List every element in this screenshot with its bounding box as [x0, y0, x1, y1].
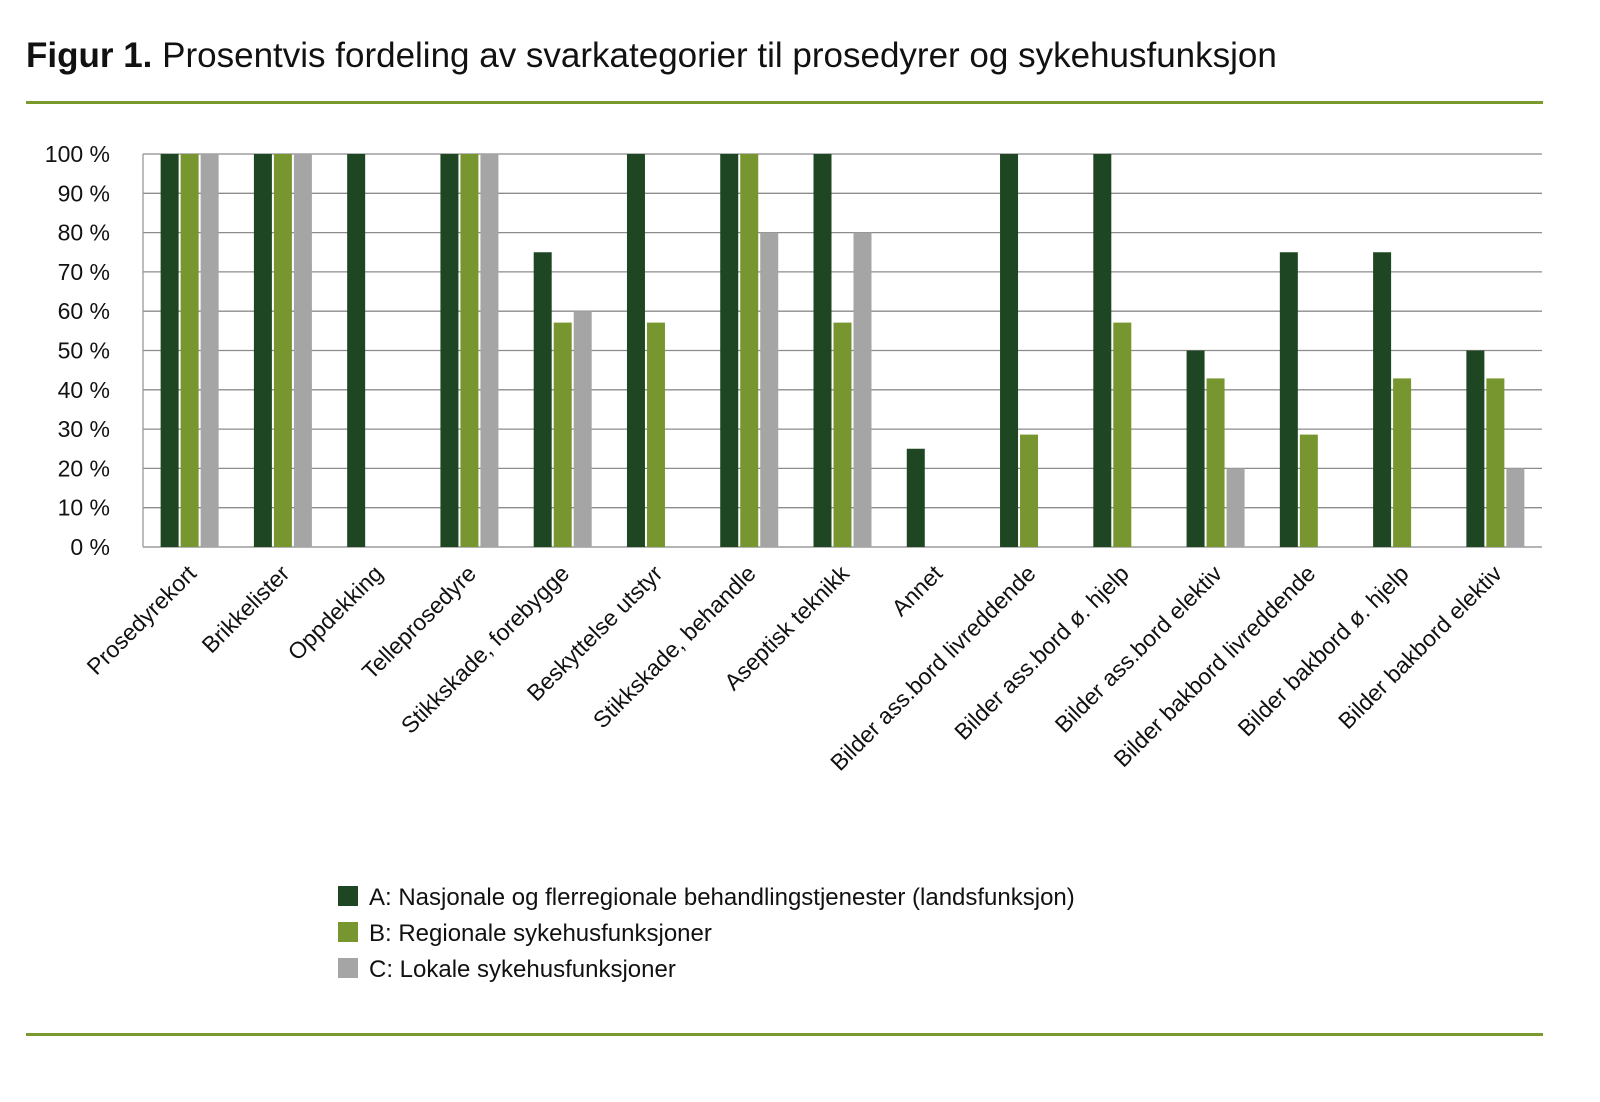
bar-b	[460, 154, 479, 547]
bar-c	[760, 232, 779, 547]
bar-b	[1020, 434, 1039, 547]
y-tick-label: 30 %	[58, 416, 110, 442]
y-tick-label: 50 %	[58, 338, 110, 364]
bar-a	[1279, 252, 1298, 547]
y-tick-label: 10 %	[58, 495, 110, 521]
y-tick-label: 100 %	[45, 141, 110, 167]
bar-b	[1486, 378, 1505, 547]
y-tick-label: 90 %	[58, 180, 110, 206]
bar-a	[813, 154, 832, 547]
bottom-rule	[26, 1033, 1543, 1036]
bar-b	[553, 322, 572, 547]
y-tick-label: 40 %	[58, 377, 110, 403]
category-label: Stikkskade, behandle	[588, 560, 761, 733]
bar-a	[1373, 252, 1392, 547]
y-tick-label: 80 %	[58, 220, 110, 246]
bar-b	[1299, 434, 1318, 547]
category-label: Bilder bakbord elektiv	[1333, 560, 1507, 734]
top-rule	[26, 101, 1543, 104]
bar-c	[1506, 468, 1525, 547]
bar-a	[347, 154, 366, 547]
bar-b	[646, 322, 665, 547]
category-label: Stikkskade, forebygge	[396, 560, 574, 738]
legend-label: A: Nasjonale og flerregionale behandling…	[369, 884, 1075, 911]
bar-c	[853, 232, 872, 547]
category-label: Brikkelister	[197, 560, 295, 658]
bar-c	[293, 154, 312, 547]
category-label: Bilder ass.bord ø. hjelp	[949, 560, 1134, 745]
legend-label: C: Lokale sykehusfunksjoner	[369, 956, 676, 983]
bar-a	[1466, 350, 1485, 547]
bar-a	[720, 154, 739, 547]
bar-a	[160, 154, 179, 547]
bar-a	[1186, 350, 1205, 547]
bar-b	[740, 154, 759, 547]
bar-b	[273, 154, 292, 547]
bar-a	[533, 252, 552, 547]
bar-c	[200, 154, 219, 547]
bar-a	[626, 154, 645, 547]
bar-a	[1093, 154, 1112, 547]
bar-b	[180, 154, 199, 547]
bar-b	[1113, 322, 1132, 547]
y-tick-label: 60 %	[58, 298, 110, 324]
y-tick-label: 0 %	[70, 534, 110, 560]
category-label: Bilder ass.bord elektiv	[1050, 560, 1228, 738]
figure-number: Figur 1.	[26, 36, 153, 75]
bar-c	[480, 154, 499, 547]
legend-label: B: Regionale sykehusfunksjoner	[369, 920, 712, 947]
bar-a	[1000, 154, 1019, 547]
legend-swatch	[338, 958, 358, 978]
y-tick-label: 70 %	[58, 259, 110, 285]
legend-swatch	[338, 886, 358, 906]
title-text: Prosentvis fordeling av svarkategorier t…	[162, 36, 1277, 75]
bar-b	[1206, 378, 1225, 547]
category-label: Prosedyrekort	[82, 560, 202, 680]
legend-swatch	[338, 922, 358, 942]
bar-a	[440, 154, 459, 547]
bar-c	[1226, 468, 1245, 547]
y-tick-label: 20 %	[58, 455, 110, 481]
bar-b	[1393, 378, 1412, 547]
bar-a	[906, 448, 925, 547]
category-label: Annet	[886, 560, 947, 621]
bar-b	[833, 322, 852, 547]
chart-title: Figur 1. Prosentvis fordeling av svarkat…	[26, 36, 1277, 76]
bar-a	[253, 154, 272, 547]
category-label: Bilder bakbord ø. hjelp	[1233, 560, 1414, 741]
bar-c	[573, 311, 592, 547]
